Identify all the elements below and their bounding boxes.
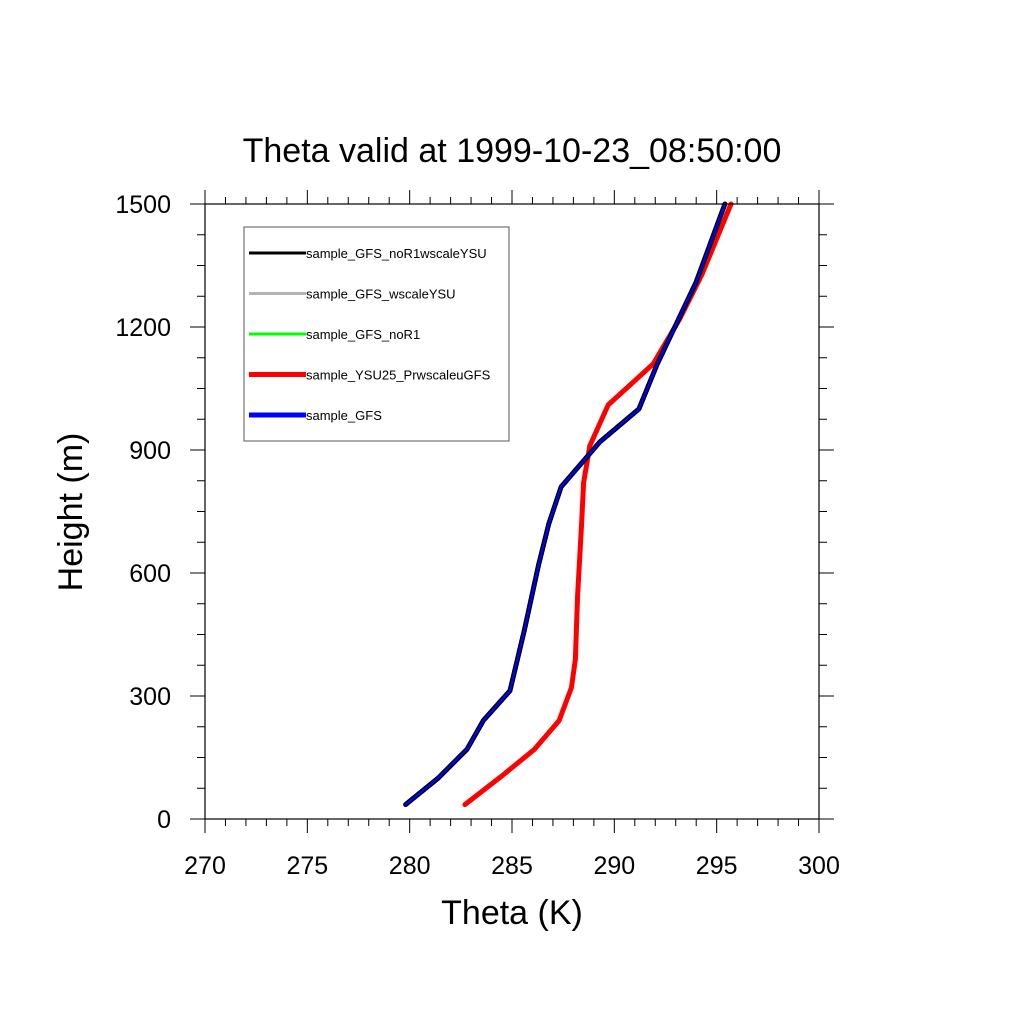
y-tick-label: 600 — [129, 560, 171, 588]
legend-label: sample_GFS — [306, 408, 382, 423]
legend-label: sample_GFS_noR1 — [306, 327, 420, 342]
y-tick-label: 1500 — [115, 191, 171, 219]
plot-frame — [204, 203, 820, 820]
x-tick-label: 300 — [798, 852, 840, 880]
y-tick-label: 900 — [129, 437, 171, 465]
x-tick-label: 295 — [696, 852, 738, 880]
y-tick-label: 0 — [157, 806, 171, 834]
series-line-sample_GFS — [404, 202, 727, 806]
x-tick-label: 285 — [491, 852, 533, 880]
legend-label: sample_GFS_noR1wscaleYSU — [306, 246, 487, 261]
y-tick-label: 300 — [129, 683, 171, 711]
legend-label: sample_GFS_wscaleYSU — [306, 287, 456, 302]
axis-tick-labels: 270 275 280 285 290 295 300 0 300 600 900 1200 1500 — [115, 191, 839, 880]
x-tick-label: 270 — [184, 852, 226, 880]
x-tick-label: 275 — [286, 852, 328, 880]
y-tick-label: 1200 — [115, 314, 171, 342]
series-lines — [403, 201, 734, 808]
y-axis-label: Height (m) — [52, 433, 90, 592]
x-axis-label: Theta (K) — [441, 894, 583, 932]
axis-ticks — [190, 190, 834, 833]
legend-label: sample_YSU25_PrwscaleuGFS — [306, 368, 491, 383]
legend: sample_GFS_noR1wscaleYSU sample_GFS_wscal… — [243, 226, 510, 442]
x-tick-label: 280 — [389, 852, 431, 880]
chart-title: Theta valid at 1999-10-23_08:50:00 — [243, 132, 782, 170]
x-tick-label: 290 — [593, 852, 635, 880]
